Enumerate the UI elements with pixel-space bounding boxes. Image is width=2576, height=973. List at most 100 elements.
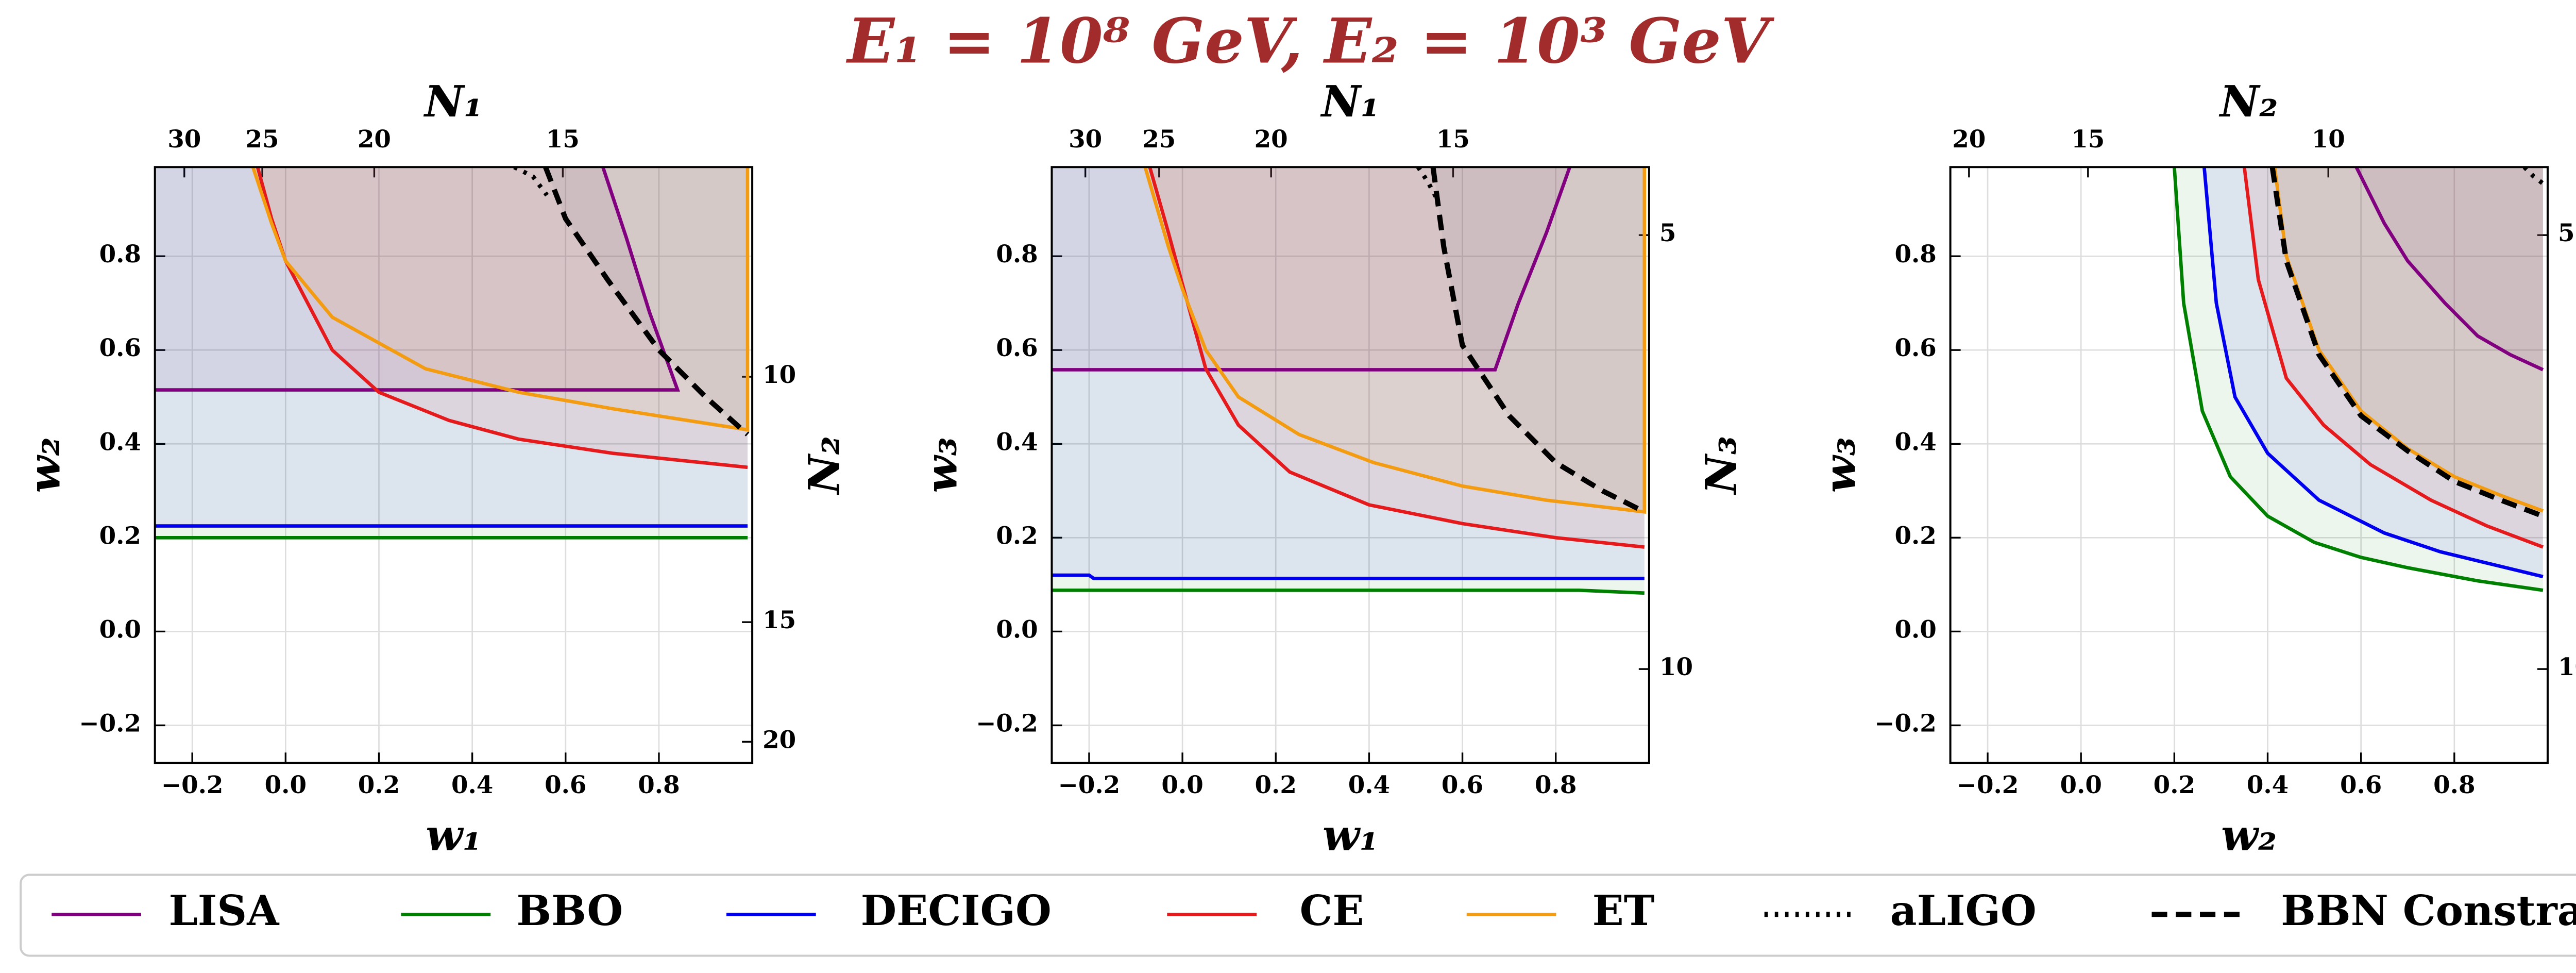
y-tick-label: −0.2: [79, 709, 141, 737]
line: [2354, 167, 2544, 372]
x-tick-label: 0.8: [638, 771, 680, 799]
y-tick-label: 0.4: [99, 428, 141, 456]
region: [2272, 167, 2543, 516]
line: [543, 167, 750, 437]
top-axis-label: N₁: [1320, 76, 1380, 127]
right-axis-label: N₂: [799, 436, 850, 496]
line: [1052, 167, 1572, 372]
x-tick-label: 0.0: [2060, 771, 2102, 799]
line: [1143, 167, 1647, 514]
x-tick-label: −0.2: [161, 771, 224, 799]
figure-title: E₁ = 10⁸ GeV, E₂ = 10³ GeV: [846, 5, 1775, 77]
right-tick-label: 5: [2558, 219, 2575, 247]
top-tick-label: 20: [1952, 125, 1986, 154]
x-tick-label: 0.4: [451, 771, 493, 799]
x-tick-label: 0.6: [2340, 771, 2382, 799]
region: [1052, 167, 1645, 593]
plot-area: [1052, 167, 1647, 595]
top-axis-label: N₁: [423, 76, 483, 127]
y-axis-label: w₃: [1815, 437, 1865, 493]
y-tick-label: 0.8: [99, 240, 141, 269]
legend-label: BBN Constraint: [2281, 886, 2576, 935]
top-tick-label: 15: [546, 125, 580, 154]
axes-frame: [1050, 166, 1650, 764]
line: [1148, 167, 1645, 549]
legend-label: CE: [1300, 886, 1364, 935]
y-tick-label: −0.2: [976, 709, 1038, 737]
line: [251, 167, 750, 432]
line: [2522, 167, 2545, 186]
region: [2244, 167, 2543, 547]
x-tick-label: 0.2: [358, 771, 400, 799]
y-tick-label: 0.8: [1894, 240, 1936, 269]
line: [2173, 167, 2544, 592]
region: [155, 167, 678, 390]
region: [2275, 167, 2543, 511]
top-tick-label: 25: [1142, 125, 1176, 154]
x-tick-label: 0.8: [2433, 771, 2475, 799]
y-tick-label: −0.2: [1874, 709, 1937, 737]
line: [1430, 167, 1646, 514]
line: [2269, 167, 2544, 519]
top-tick-label: 15: [2071, 125, 2105, 154]
x-tick-label: 0.0: [1161, 771, 1203, 799]
line: [2202, 167, 2544, 579]
y-tick-label: 0.2: [1894, 522, 1936, 550]
y-tick-label: 0.8: [996, 240, 1038, 269]
line: [1052, 588, 1645, 595]
y-tick-label: 0.0: [99, 615, 141, 644]
y-tick-label: 0.0: [1894, 615, 1936, 644]
x-axis-label: w₂: [2221, 810, 2277, 860]
x-tick-label: 0.2: [1255, 771, 1297, 799]
x-tick-label: −0.2: [1058, 771, 1121, 799]
top-axis-label: N₂: [2218, 76, 2278, 127]
region: [1052, 167, 1645, 579]
line: [1052, 573, 1645, 580]
top-tick-label: 20: [358, 125, 391, 154]
right-tick-label: 20: [762, 726, 796, 754]
y-tick-label: 0.2: [996, 522, 1038, 550]
x-axis-label: w₁: [426, 810, 481, 860]
top-tick-label: 30: [167, 125, 201, 154]
legend-label: ET: [1592, 886, 1655, 935]
region: [2356, 167, 2543, 370]
y-tick-label: 0.4: [1894, 428, 1936, 456]
y-tick-label: 0.6: [99, 334, 141, 362]
x-tick-label: 0.6: [1442, 771, 1483, 799]
right-tick-label: 10: [2558, 653, 2576, 681]
y-tick-label: 0.2: [99, 522, 141, 550]
legend-label: DECIGO: [861, 886, 1052, 935]
right-tick-label: 15: [762, 606, 796, 634]
region: [155, 167, 748, 538]
axes-frame: [1949, 166, 2549, 764]
top-tick-label: 10: [2312, 125, 2345, 154]
top-tick-label: 20: [1255, 125, 1288, 154]
line: [513, 167, 549, 197]
right-tick-label: 10: [762, 361, 796, 389]
legend-label: aLIGO: [1890, 886, 2037, 935]
top-tick-label: 15: [1436, 125, 1470, 154]
region: [155, 167, 748, 526]
right-tick-label: 5: [1659, 219, 1676, 247]
y-tick-label: 0.6: [1894, 334, 1936, 362]
x-tick-label: 0.8: [1535, 771, 1577, 799]
y-axis-label: w₂: [20, 437, 70, 493]
y-axis-label: w₃: [916, 437, 967, 493]
plot-area: [2173, 167, 2545, 592]
region: [2174, 167, 2543, 591]
x-tick-label: 0.6: [545, 771, 586, 799]
top-tick-label: 25: [245, 125, 279, 154]
region: [1433, 167, 1645, 512]
x-tick-label: 0.2: [2154, 771, 2195, 799]
axes-frame: [154, 166, 754, 764]
right-axis-label: N₃: [1696, 436, 1747, 496]
legend-box: [20, 874, 2576, 957]
region: [1149, 167, 1645, 547]
x-tick-label: 0.0: [265, 771, 307, 799]
right-tick-label: 10: [1659, 653, 1693, 681]
top-tick-label: 30: [1069, 125, 1102, 154]
y-tick-label: 0.6: [996, 334, 1038, 362]
legend-label: BBO: [516, 886, 623, 935]
legend-label: LISA: [168, 886, 280, 935]
